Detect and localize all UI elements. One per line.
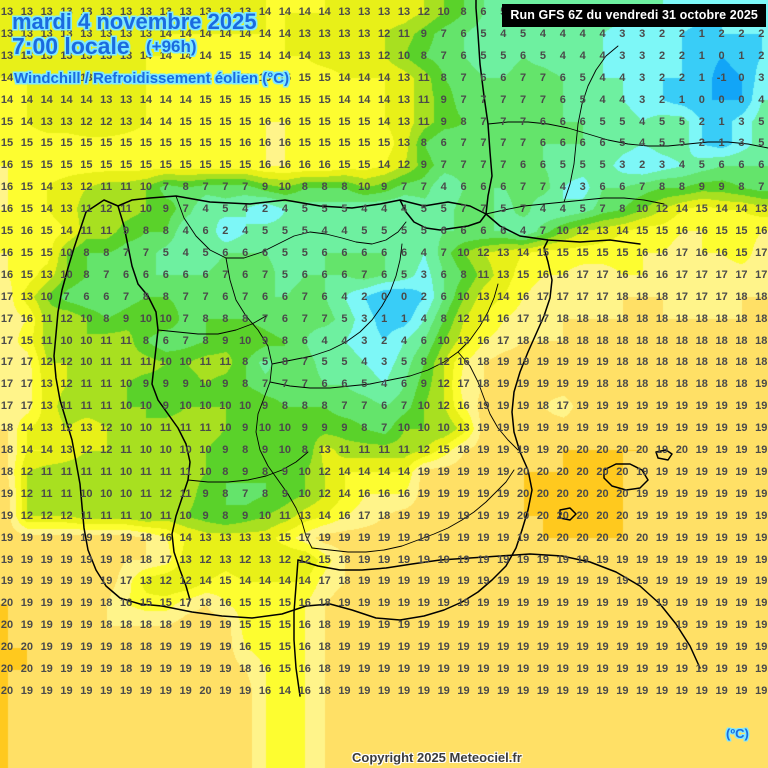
forecast-step-label: (+96h) bbox=[146, 37, 197, 56]
coastline-bay-of-biscay bbox=[85, 195, 641, 245]
border-region-5 bbox=[271, 243, 403, 365]
copyright-label: Copyright 2025 Meteociel.fr bbox=[352, 750, 522, 765]
border-region-3 bbox=[311, 469, 515, 553]
border-region-1 bbox=[175, 195, 407, 259]
unit-label: (ºC) bbox=[726, 726, 749, 741]
coastline-portugal-west bbox=[53, 211, 163, 607]
island-menorca bbox=[655, 449, 673, 461]
forecast-time-label: 7:00 locale bbox=[12, 33, 130, 59]
border-france-inland-2 bbox=[563, 45, 619, 203]
border-france-inland-1 bbox=[485, 197, 665, 215]
border-region-6 bbox=[157, 315, 267, 335]
island-ibiza bbox=[559, 507, 577, 521]
border-north-africa-inland bbox=[293, 559, 301, 697]
parameter-label: Windchill / Refroidissement éolien (°C) bbox=[14, 70, 290, 87]
model-run-banner: Run GFS 6Z du vendredi 31 octobre 2025 bbox=[502, 4, 766, 27]
border-portugal-spain bbox=[117, 205, 191, 607]
coastline-france-atlantic bbox=[475, 0, 493, 215]
island-mallorca bbox=[603, 463, 649, 491]
border-spain-france bbox=[399, 199, 487, 231]
coastline-north-africa bbox=[297, 553, 701, 669]
border-region-4 bbox=[269, 283, 499, 389]
coastline-iberia-east bbox=[511, 239, 553, 531]
coastline-iberia-south bbox=[161, 529, 523, 621]
border-france-inland-3 bbox=[487, 121, 768, 149]
forecast-date-label: mardi 4 novembre 2025 bbox=[12, 9, 257, 34]
border-region-7 bbox=[187, 451, 309, 483]
border-region-8 bbox=[457, 351, 519, 451]
border-region-2 bbox=[225, 257, 313, 549]
